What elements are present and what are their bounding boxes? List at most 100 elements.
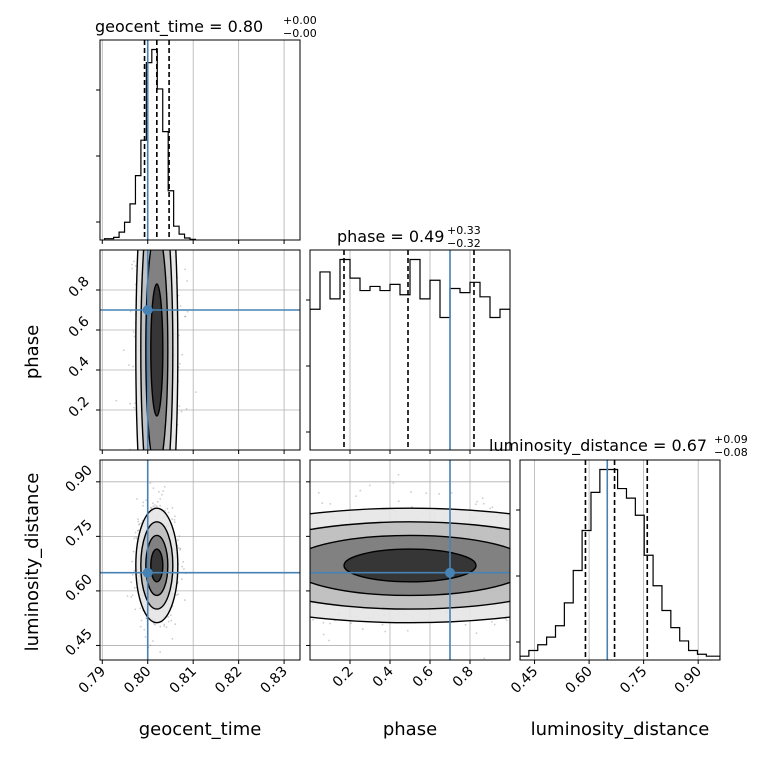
y-tick-label-luminosity-distance: 0.60: [62, 571, 95, 604]
hist-panel-geocent-time: [96, 39, 301, 244]
sample-point: [410, 491, 412, 493]
y-tick-label-phase: 0.4: [66, 354, 93, 381]
sample-point: [438, 493, 441, 495]
density-layer: [310, 473, 510, 688]
sample-point: [133, 537, 136, 540]
title-phase-sup: +0.33: [447, 224, 481, 237]
x-tick-label-luminosity-distance: 0.90: [672, 664, 705, 697]
sample-point: [328, 639, 330, 642]
sample-point: [135, 536, 137, 538]
sample-point: [350, 622, 352, 625]
sample-point: [177, 593, 180, 596]
sample-point: [186, 310, 189, 313]
sample-point: [179, 547, 182, 550]
density-layer: [126, 482, 187, 653]
sample-point: [411, 506, 413, 508]
sample-point: [178, 362, 181, 365]
y-tick-label-luminosity-distance: 0.75: [62, 517, 95, 550]
sample-point: [392, 482, 395, 484]
sample-point: [368, 484, 371, 487]
x-tick-label-phase: 0.4: [370, 663, 397, 690]
sample-point: [131, 573, 134, 576]
sample-point: [130, 596, 132, 598]
sample-point: [450, 491, 453, 494]
sample-point: [129, 402, 132, 405]
sample-point: [194, 391, 197, 394]
sample-point: [132, 365, 135, 368]
sample-point: [129, 310, 132, 313]
sample-point: [384, 630, 387, 633]
title-phase-sub: −0.32: [447, 237, 481, 250]
sample-point: [137, 520, 140, 523]
sample-point: [126, 595, 129, 597]
sample-point: [132, 331, 135, 333]
sample-point: [359, 489, 362, 492]
x-tick-label-phase: 0.8: [450, 664, 477, 691]
sample-point: [159, 625, 162, 628]
sample-point: [115, 399, 118, 402]
sample-point: [178, 405, 181, 407]
x-axis-labels: geocent_time phase luminosity_distance: [139, 719, 710, 740]
sample-point: [171, 637, 174, 640]
hist-panel-phase: [306, 249, 511, 454]
sample-point: [178, 547, 180, 549]
sample-point: [167, 620, 170, 623]
sample-point: [139, 625, 142, 628]
title-luminosity-distance-sup: +0.09: [714, 433, 748, 446]
sample-point: [142, 501, 145, 504]
sample-point: [425, 492, 428, 495]
sample-point: [171, 506, 174, 509]
sample-point: [149, 644, 152, 647]
sample-point: [164, 509, 166, 512]
y-axis-labels: phase luminosity_distance: [22, 325, 43, 652]
sample-point: [163, 485, 166, 488]
sample-point: [178, 535, 181, 538]
sample-point: [175, 594, 178, 596]
x-tick-label-geocent-time: 0.80: [121, 664, 154, 697]
panel-frame: [99, 249, 301, 451]
sample-point: [159, 650, 162, 653]
panel-frame: [309, 459, 511, 661]
title-geocent-time: geocent_time = 0.80: [95, 17, 263, 37]
histogram-geocent-time: [103, 48, 197, 240]
panel-titles: geocent_time = 0.80 +0.00 −0.00 phase = …: [95, 14, 748, 459]
sample-point: [476, 500, 478, 503]
sample-point: [312, 618, 314, 621]
y-tick-label-phase: 0.6: [66, 314, 93, 341]
x-label-geocent-time: geocent_time: [139, 719, 262, 740]
hist-panel-luminosity-distance: 0.45 0.60 0.75 0.90: [508, 459, 721, 697]
sample-point: [138, 523, 140, 526]
sample-point: [489, 507, 491, 510]
y-label-phase: phase: [22, 325, 43, 379]
sample-point: [142, 504, 144, 507]
sample-point: [322, 633, 325, 636]
sample-point: [136, 498, 138, 500]
sample-point: [184, 315, 186, 318]
sample-point: [464, 623, 467, 626]
y-tick-label-luminosity-distance: 0.90: [62, 462, 95, 495]
sample-point: [145, 617, 148, 619]
title-phase: phase = 0.49: [337, 227, 444, 246]
sample-point: [163, 625, 166, 627]
sample-point: [490, 620, 493, 623]
sample-point: [132, 550, 135, 553]
sample-point: [329, 622, 331, 625]
sample-point: [137, 518, 139, 521]
sample-point: [134, 531, 137, 534]
sample-point: [133, 586, 136, 589]
y-tick-label-phase: 0.2: [66, 394, 93, 421]
sample-point: [177, 539, 179, 541]
density-layer: [115, 250, 197, 450]
sample-point: [381, 623, 384, 626]
sample-point: [159, 504, 162, 507]
sample-point: [179, 305, 182, 307]
sample-point: [131, 594, 134, 597]
sample-point: [133, 335, 136, 338]
sample-point: [130, 581, 133, 584]
sample-point: [167, 615, 170, 618]
sample-point: [181, 353, 184, 356]
sample-point: [136, 529, 139, 532]
sample-point: [396, 686, 398, 688]
sample-point: [153, 504, 156, 506]
